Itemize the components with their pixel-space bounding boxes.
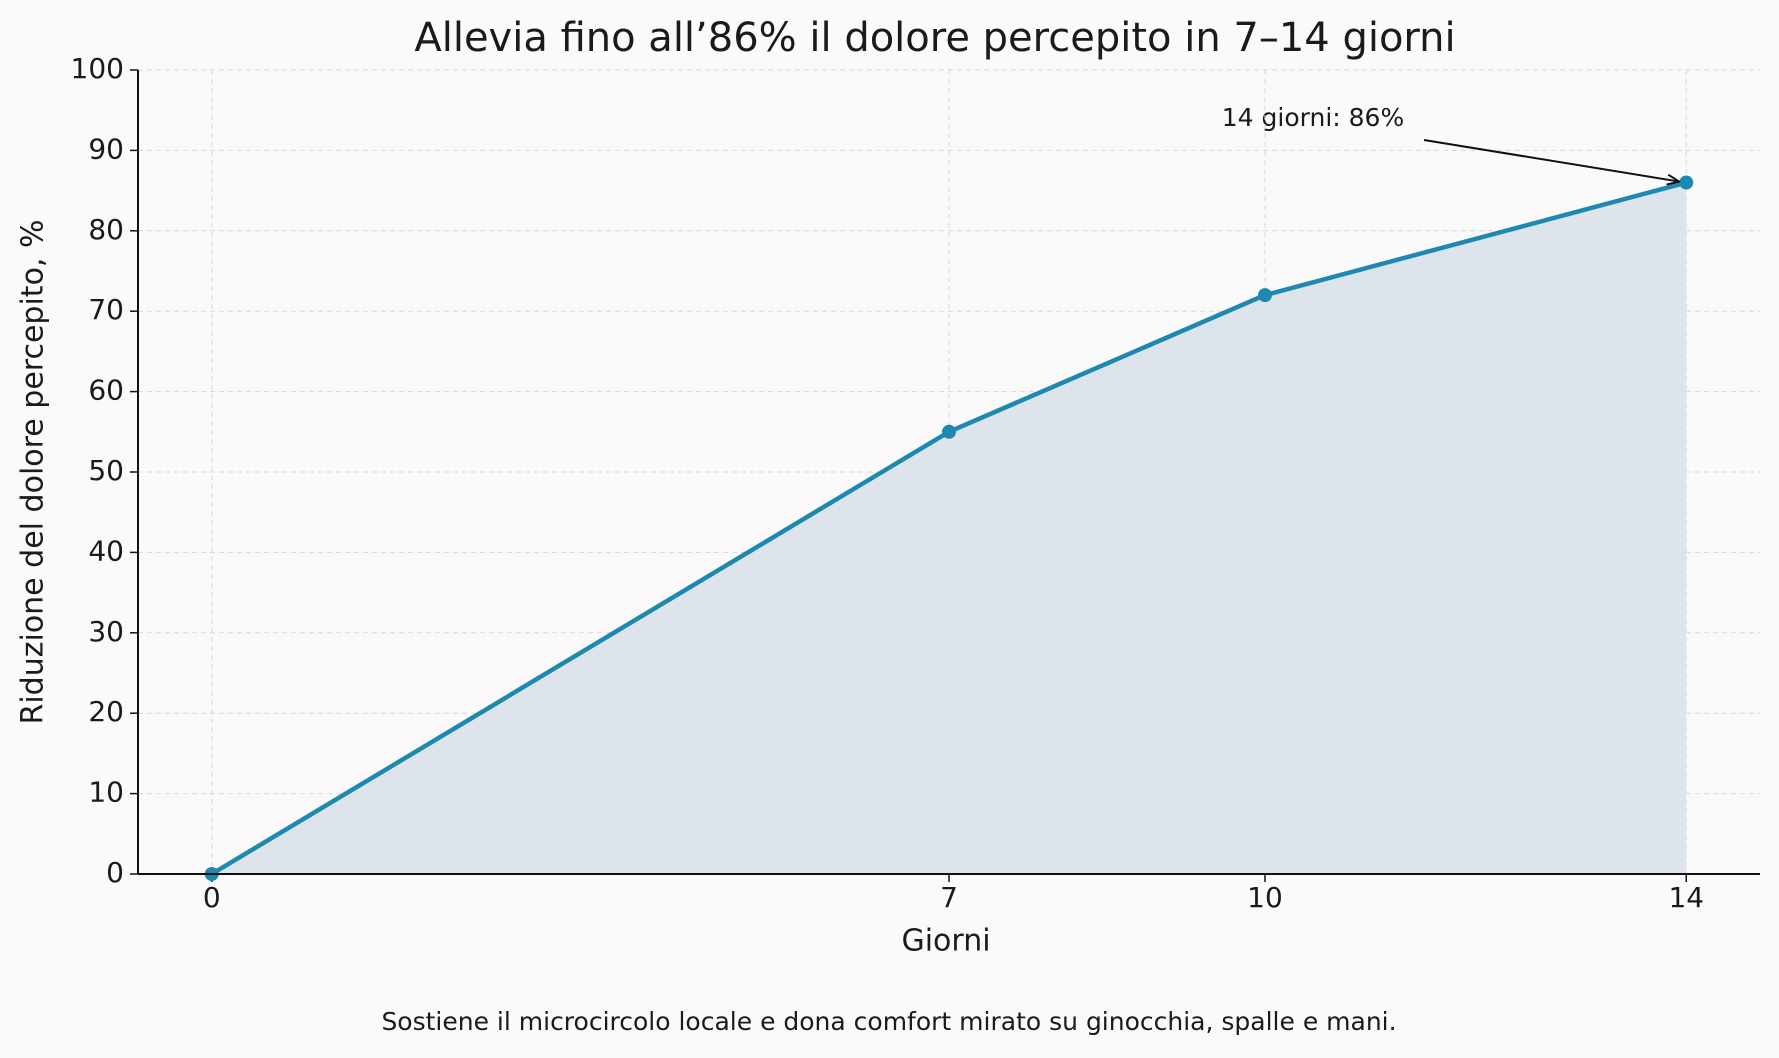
point [942,424,956,439]
x-tick-label: 0 [203,881,221,914]
y-tick-label: 10 [88,776,124,809]
area [211,182,1687,874]
point [1257,288,1272,303]
chart-title: Allevia fino all’86% il dolore percepito… [414,15,1455,61]
y-tick-label: 20 [88,695,124,728]
x-tick-label: 7 [940,881,958,914]
y-tick-label: 50 [88,454,124,487]
line [210,180,1687,876]
x-tick-label: 14 [1668,881,1704,914]
y-tick-label: 30 [88,615,124,648]
y-tick-label: 60 [88,374,124,407]
annotation-arrow [1423,139,1679,182]
x-tick-label: 10 [1247,881,1283,914]
x-axis-label: Giorni [901,924,990,959]
y-axis-label: Riduzione del dolore percepito, % [16,219,51,724]
y-tick-label: 80 [88,213,124,246]
caption: Sostiene il microcircolo locale e dona c… [381,1007,1396,1036]
y-tick-label: 90 [88,132,124,165]
y-tick-label: 40 [88,534,124,567]
y-tick-label: 70 [88,293,124,326]
point [1679,175,1694,190]
y-tick-label: 0 [106,856,124,889]
y-tick-label: 100 [71,52,124,85]
annotation: 14 giorni: 86% [1222,103,1404,132]
